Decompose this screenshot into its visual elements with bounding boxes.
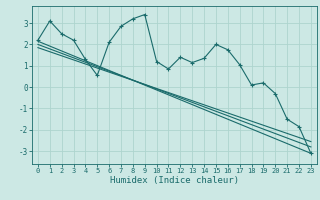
X-axis label: Humidex (Indice chaleur): Humidex (Indice chaleur) [110,176,239,185]
